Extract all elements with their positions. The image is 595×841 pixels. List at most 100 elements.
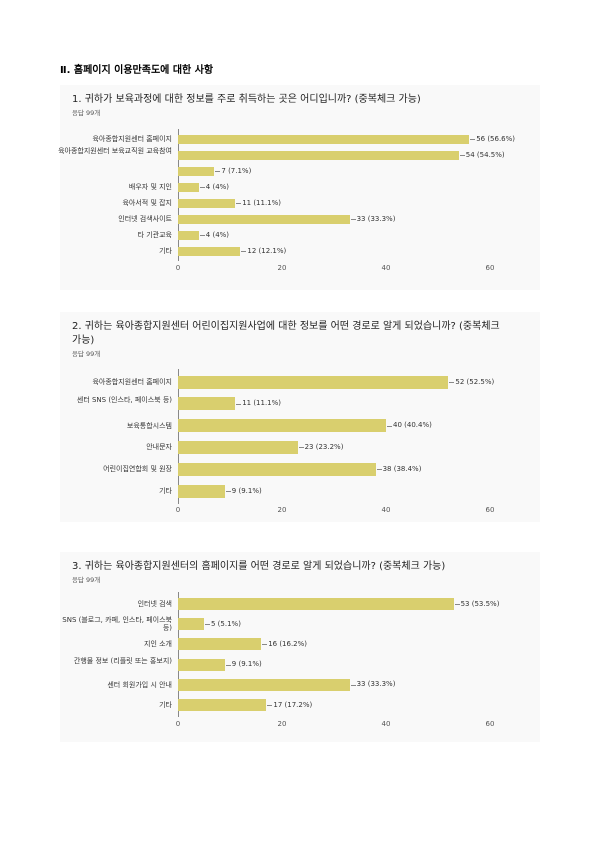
value-label: 33 (33.3%) [356,680,396,689]
section-title: Ⅱ. 홈페이지 이용만족도에 대한 사항 [60,65,214,76]
bar [178,375,449,389]
value-leader [454,604,460,605]
chart: 3. 귀하는 육아종합지원센터의 홈페이지를 어떤 경로로 알게 되었습니까? … [60,552,540,742]
value-label: 33 (33.3%) [356,214,396,223]
value-leader [376,469,382,471]
category-label: 지인 소개 [144,640,172,649]
chart: 2. 귀하는 육아종합지원센터 어린이집지원사업에 대한 정보를 어떤 경로로 … [60,312,540,522]
bar [178,397,236,411]
chart-subtitle: 응답 99개 [72,350,101,358]
bar [178,462,376,476]
bar [178,214,350,224]
bar [178,134,470,144]
category-label: 육아종합지원센터 보육교직원 교육참여 [58,147,172,155]
value-label: 4 (4%) [205,182,230,191]
value-leader [199,235,205,236]
x-tick-label: 40 [381,720,391,728]
chart-subtitle: 응답 99개 [72,109,101,117]
value-leader [236,403,242,405]
value-label: 23 (23.2%) [304,442,344,451]
x-tick-label: 40 [381,506,391,514]
axis-line [178,369,179,504]
x-tick-label: 0 [175,264,181,272]
chart-title: 2. 귀하는 육아종합지원센터 어린이집지원사업에 대한 정보를 어떤 경로로 … [72,321,500,346]
category-label: 인터넷 검색사이트 [118,215,172,223]
category-label: 센터 회원가입 시 안내 [107,680,172,689]
bar [178,246,241,256]
bar [178,598,454,610]
x-tick-label: 40 [381,264,391,272]
x-tick-label: 60 [485,506,495,514]
value-leader [470,139,476,140]
bar [178,658,225,671]
value-label: 53 (53.5%) [460,599,500,608]
category-label: 육아종합지원센터 홈페이지 [92,135,172,143]
category-label: 기타 [159,701,172,709]
bar [178,638,262,651]
value-label: 56 (56.6%) [476,134,516,143]
category-label: 안내문자 [146,443,172,452]
bar [178,699,267,711]
category-label: 센터 SNS (인스타, 페이스북 등) [76,395,172,404]
value-leader [225,664,231,666]
chart-title: 3. 귀하는 육아종합지원센터의 홈페이지를 어떤 경로로 알게 되었습니까? … [72,561,446,572]
bar [178,440,298,454]
value-leader [298,447,304,449]
value-leader [350,684,356,686]
category-label: 간행물 정보 (리플릿 또는 홍보지) [73,656,172,665]
category-label: SNS (블로그, 카페, 인스타, 페이스북 등) [62,616,172,633]
x-tick-label: 20 [277,720,287,728]
value-leader [199,187,205,188]
value-label: 17 (17.2%) [273,700,313,709]
bar [178,166,215,176]
value-label: 40 (40.4%) [393,421,432,430]
bar [178,198,236,208]
category-label: 인터넷 검색 [137,600,172,608]
bar [178,230,199,240]
value-label: 16 (16.2%) [268,639,308,648]
value-label: 54 (54.5%) [465,150,505,159]
bar [178,419,386,433]
value-label: 38 (38.4%) [382,464,422,473]
value-leader [449,382,455,383]
category-label: 어린이집연합회 및 원장 [103,465,172,474]
category-label: 배우자 및 지인 [128,183,172,191]
value-leader [262,644,268,646]
value-label: 9 (9.1%) [231,660,262,669]
chart: 1. 귀하가 보육과정에 대한 정보를 주로 취득하는 곳은 어디입니까? (중… [58,85,540,290]
chart-subtitle: 응답 99개 [72,576,101,584]
chart-title: 1. 귀하가 보육과정에 대한 정보를 주로 취득하는 곳은 어디입니까? (중… [72,94,421,105]
x-tick-label: 20 [277,506,287,514]
value-leader [387,425,392,427]
value-leader [267,705,273,706]
x-tick-label: 60 [485,720,495,728]
category-label: 육아서적 및 잡지 [122,199,172,207]
value-leader [459,155,465,156]
x-tick-label: 0 [175,720,181,728]
value-leader [205,624,210,626]
value-leader [241,251,247,252]
category-label: 기타 [159,487,172,495]
bar [178,678,350,691]
value-label: 4 (4%) [205,230,230,239]
value-leader [215,171,221,172]
value-label: 12 (12.1%) [247,246,287,255]
bar [178,618,204,631]
bar [178,150,459,160]
value-label: 7 (7.1%) [221,166,252,175]
value-label: 5 (5.1%) [211,619,241,628]
value-label: 52 (52.5%) [455,377,495,386]
value-leader [236,203,242,204]
bar [178,182,199,192]
category-label: 타 기관교육 [137,231,172,239]
axis-line [178,129,179,261]
value-label: 11 (11.1%) [242,198,282,207]
category-label: 보육통합시스템 [126,421,172,430]
x-tick-label: 0 [175,506,181,514]
x-tick-label: 20 [277,264,287,272]
value-label: 11 (11.1%) [242,399,282,408]
value-leader [350,219,356,220]
x-tick-label: 60 [485,264,495,272]
value-leader [225,491,231,492]
